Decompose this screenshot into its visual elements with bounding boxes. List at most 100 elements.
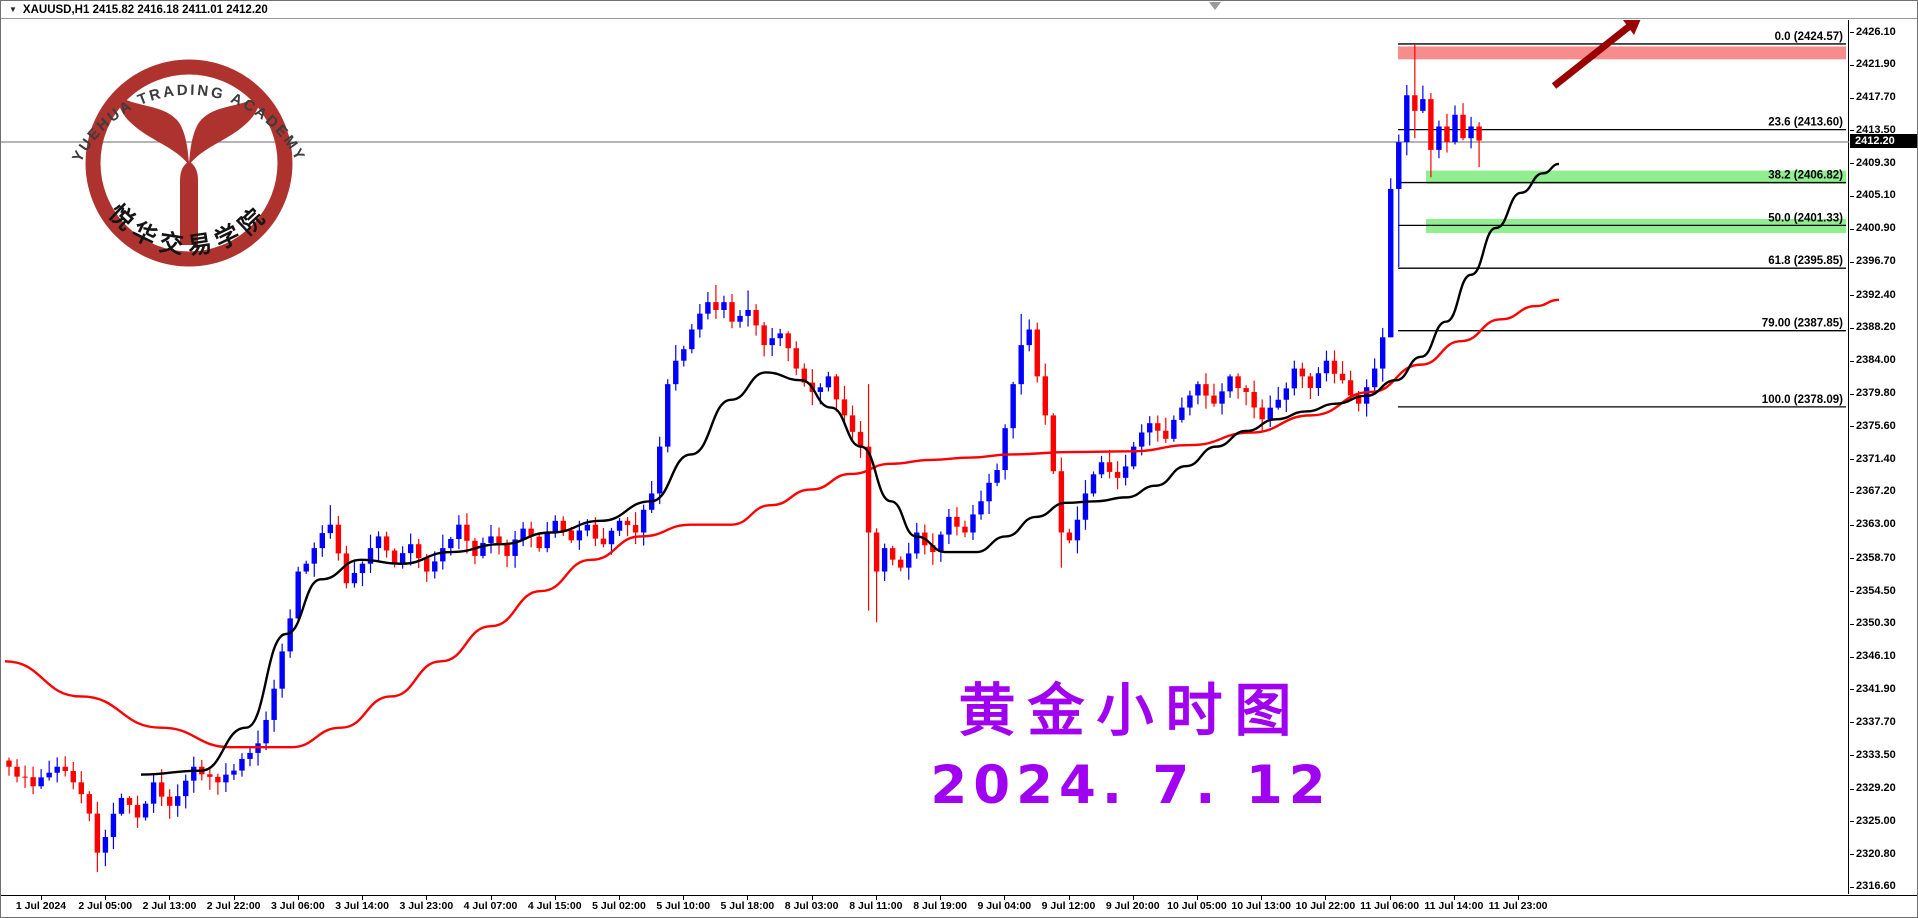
candle-body [1420, 99, 1426, 111]
chart-plot-area[interactable]: 0.0 (2424.57) 23.6 (2413.60) 38.2 (2406.82… [1, 20, 1849, 894]
candlestick-chart-canvas[interactable]: 0.0 (2424.57) 23.6 (2413.60) 38.2 (2406.82… [1, 20, 1849, 894]
candle-body [263, 719, 269, 744]
candle-body [343, 553, 350, 584]
candle-body [86, 794, 93, 814]
candle-body [6, 760, 12, 767]
time-tick-mark [1325, 896, 1327, 900]
time-tick-mark [554, 896, 556, 900]
candle-body [1098, 462, 1105, 475]
candle-body [1050, 415, 1057, 472]
candle-body [46, 772, 52, 778]
price-tick-mark [1850, 228, 1854, 230]
candle-body [536, 536, 542, 549]
time-tick-mark [940, 896, 942, 900]
time-tick-mark [1453, 896, 1455, 900]
watermark-date: 2024. 7. 12 [930, 755, 1332, 816]
candle-body [295, 571, 301, 619]
time-tick-mark [169, 896, 171, 900]
time-tick-mark [490, 896, 492, 900]
candle-body [464, 524, 470, 541]
candle-body [54, 766, 60, 773]
time-tick-mark [362, 896, 364, 900]
time-tick-label: 4 Jul 07:00 [463, 900, 518, 912]
candle-body [1203, 384, 1209, 396]
symbol-dropdown-icon[interactable]: ▼ [9, 5, 17, 14]
candle-body [681, 349, 687, 361]
support-band-382 [1426, 170, 1846, 184]
price-axis[interactable]: 2426.10 2421.90 2417.70 2413.50 2409.30 2405.… [1850, 20, 1917, 894]
candle-body [327, 524, 334, 534]
price-tick-mark [1850, 854, 1854, 856]
time-tick-label: 1 Jul 2024 [15, 900, 67, 912]
candle-body [600, 538, 607, 545]
candle-body [496, 536, 502, 545]
candle-body [737, 315, 743, 322]
candle-body [191, 766, 197, 781]
price-tick-label: 2367.20 [1856, 485, 1896, 498]
chart-shift-marker-icon[interactable] [1209, 2, 1221, 10]
price-tick-label: 2329.20 [1856, 782, 1896, 795]
candle-body [576, 530, 583, 541]
candle-body [1476, 126, 1482, 141]
candle-body [1275, 399, 1281, 408]
candle-body [231, 770, 237, 775]
candle-body [777, 333, 783, 339]
candle-body [1379, 337, 1386, 369]
price-tick-label: 2392.40 [1856, 288, 1896, 301]
candle-body [1315, 373, 1322, 389]
candle-body [183, 780, 189, 797]
candle-body [223, 774, 229, 783]
candle-body [1179, 407, 1185, 420]
price-tick-mark [1850, 689, 1854, 691]
candle-body [897, 559, 904, 568]
candle-body [616, 520, 623, 531]
price-tick-label: 2325.00 [1856, 814, 1896, 827]
candle-body [857, 431, 864, 447]
candle-body [962, 526, 968, 533]
candle-body [978, 501, 984, 515]
candle-body [841, 399, 848, 416]
candle-body [1066, 532, 1073, 541]
price-tick-mark [1850, 163, 1854, 165]
candle-body [673, 360, 679, 385]
candle-body [391, 550, 398, 564]
candle-body [215, 776, 221, 783]
time-tick-mark [683, 896, 685, 900]
candle-body [1082, 493, 1089, 520]
time-axis[interactable]: 1 Jul 2024 2 Jul 05:00 2 Jul 13:00 2 Jul 22… [1, 895, 1917, 917]
candle-body [480, 542, 486, 556]
candle-body [424, 558, 430, 572]
time-tick-mark [1132, 896, 1134, 900]
price-tick-label: 2350.30 [1856, 617, 1896, 630]
candle-body [1010, 384, 1016, 429]
candle-body [753, 309, 759, 326]
time-tick-label: 5 Jul 10:00 [656, 900, 711, 912]
candle-body [38, 777, 44, 787]
candle-body [287, 618, 293, 652]
price-tick-mark [1850, 459, 1854, 461]
candle-body [1404, 95, 1410, 143]
candle-body [1299, 368, 1306, 377]
candle-body [30, 777, 36, 787]
price-tick-mark [1850, 32, 1854, 33]
candle-body [1090, 474, 1097, 494]
candle-body [1130, 446, 1137, 467]
price-tick-label: 2421.90 [1856, 58, 1896, 71]
time-tick-label: 9 Jul 12:00 [1041, 900, 1096, 912]
time-tick-label: 2 Jul 22:00 [206, 900, 261, 912]
candle-body [1018, 345, 1024, 385]
candle-body [1114, 471, 1121, 478]
candle-body [1331, 360, 1338, 374]
candle-body [825, 376, 832, 388]
price-tick-mark [1850, 327, 1854, 329]
candle-body [560, 520, 566, 531]
candle-body [367, 548, 374, 564]
candle-body [1211, 395, 1217, 404]
candle-body [801, 368, 807, 383]
time-tick-mark [1004, 896, 1006, 900]
candle-body [271, 688, 277, 720]
candle-body [946, 516, 952, 535]
candle-body [1026, 329, 1032, 346]
candle-body [174, 796, 181, 806]
